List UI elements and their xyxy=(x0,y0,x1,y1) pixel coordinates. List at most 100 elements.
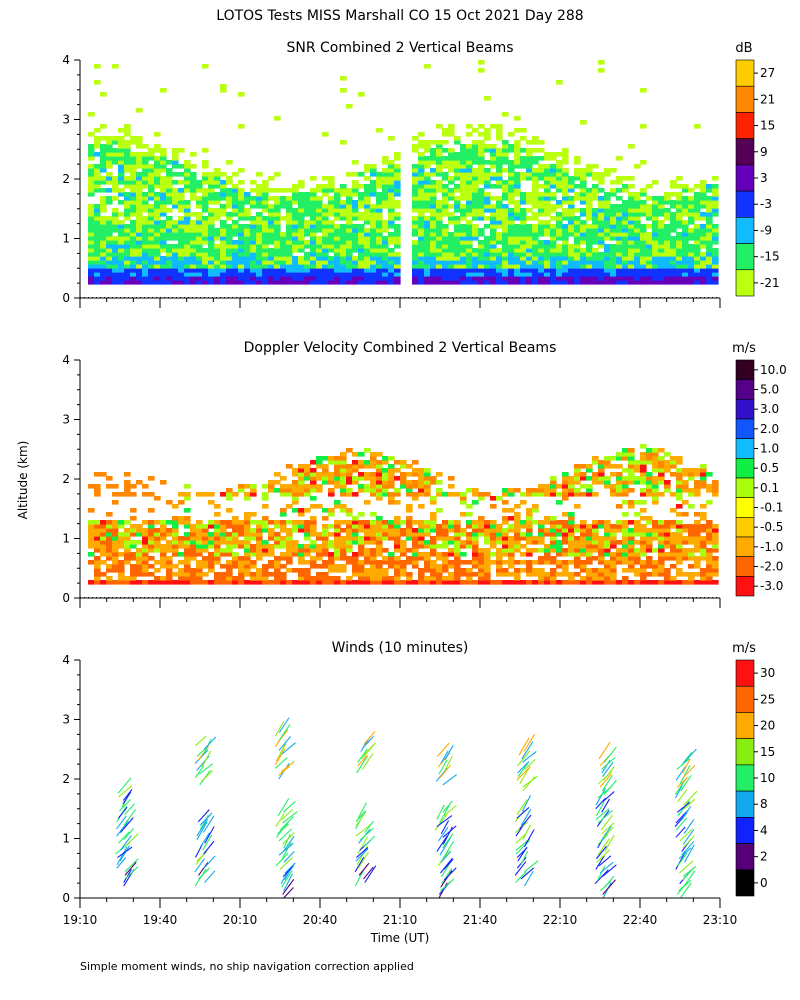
heatmap-cell xyxy=(664,236,671,241)
heatmap-cell xyxy=(352,492,359,497)
heatmap-cell xyxy=(466,272,473,277)
heatmap-cell xyxy=(478,132,485,137)
heatmap-cell xyxy=(136,280,143,285)
heatmap-cell xyxy=(592,164,599,169)
heatmap-cell xyxy=(676,272,683,277)
heatmap-cell xyxy=(514,232,521,237)
heatmap-cell xyxy=(172,156,179,161)
heatmap-cell xyxy=(232,556,239,561)
heatmap-cell xyxy=(400,568,407,573)
heatmap-cell xyxy=(508,268,515,273)
heatmap-cell xyxy=(346,488,353,493)
heatmap-cell xyxy=(310,564,317,569)
heatmap-cell xyxy=(604,204,611,209)
heatmap-cell xyxy=(340,264,347,269)
heatmap-cell xyxy=(322,132,329,137)
heatmap-cell xyxy=(274,532,281,537)
heatmap-cell xyxy=(454,176,461,181)
heatmap-cell xyxy=(106,564,113,569)
heatmap-cell xyxy=(406,524,413,529)
heatmap-cell xyxy=(418,168,425,173)
heatmap-cell xyxy=(292,496,299,501)
heatmap-cell xyxy=(166,172,173,177)
heatmap-cell xyxy=(274,244,281,249)
heatmap-cell xyxy=(310,176,317,181)
heatmap-cell xyxy=(478,492,485,497)
heatmap-cell xyxy=(136,108,143,113)
heatmap-cell xyxy=(430,140,437,145)
heatmap-cell xyxy=(124,248,131,253)
heatmap-cell xyxy=(136,208,143,213)
heatmap-cell xyxy=(268,188,275,193)
heatmap-cell xyxy=(184,280,191,285)
heatmap-cell xyxy=(658,220,665,225)
heatmap-cell xyxy=(496,540,503,545)
heatmap-cell xyxy=(286,236,293,241)
heatmap-cell xyxy=(646,488,653,493)
heatmap-cell xyxy=(628,244,635,249)
heatmap-cell xyxy=(250,520,257,525)
heatmap-cell xyxy=(286,224,293,229)
heatmap-cell xyxy=(634,232,641,237)
heatmap-cell xyxy=(466,148,473,153)
colorbar-swatch xyxy=(735,359,755,380)
heatmap-cell xyxy=(550,164,557,169)
heatmap-cell xyxy=(232,532,239,537)
heatmap-cell xyxy=(376,232,383,237)
heatmap-cell xyxy=(652,468,659,473)
heatmap-cell xyxy=(394,176,401,181)
heatmap-cell xyxy=(184,164,191,169)
heatmap-cell xyxy=(100,188,107,193)
heatmap-cell xyxy=(304,200,311,205)
heatmap-cell xyxy=(304,272,311,277)
heatmap-cell xyxy=(646,224,653,229)
heatmap-cell xyxy=(196,240,203,245)
heatmap-cell xyxy=(544,528,551,533)
heatmap-cell xyxy=(628,232,635,237)
heatmap-cell xyxy=(130,224,137,229)
heatmap-cell xyxy=(598,464,605,469)
heatmap-cell xyxy=(316,556,323,561)
heatmap-cell xyxy=(424,200,431,205)
heatmap-cell xyxy=(250,256,257,261)
heatmap-cell xyxy=(706,484,713,489)
heatmap-cell xyxy=(382,480,389,485)
heatmap-cell xyxy=(634,560,641,565)
heatmap-cell xyxy=(634,236,641,241)
heatmap-cell xyxy=(448,212,455,217)
heatmap-cell xyxy=(388,268,395,273)
heatmap-cell xyxy=(376,492,383,497)
heatmap-cell xyxy=(574,280,581,285)
heatmap-cell xyxy=(184,168,191,173)
heatmap-cell xyxy=(532,156,539,161)
heatmap-cell xyxy=(430,204,437,209)
heatmap-cell xyxy=(190,240,197,245)
heatmap-cell xyxy=(94,556,101,561)
heatmap-cell xyxy=(658,448,665,453)
heatmap-cell xyxy=(160,520,167,525)
heatmap-cell xyxy=(244,224,251,229)
heatmap-cell xyxy=(526,580,533,585)
heatmap-cell xyxy=(160,208,167,213)
heatmap-cell xyxy=(676,204,683,209)
heatmap-cell xyxy=(598,240,605,245)
heatmap-cell xyxy=(250,260,257,265)
heatmap-cell xyxy=(460,184,467,189)
heatmap-cell xyxy=(304,528,311,533)
heatmap-cell xyxy=(484,168,491,173)
heatmap-cell xyxy=(346,528,353,533)
heatmap-cell xyxy=(532,492,539,497)
heatmap-cell xyxy=(118,264,125,269)
heatmap-cell xyxy=(112,556,119,561)
heatmap-cell xyxy=(520,544,527,549)
heatmap-cell xyxy=(112,540,119,545)
heatmap-cell xyxy=(184,540,191,545)
heatmap-cell xyxy=(118,164,125,169)
heatmap-cell xyxy=(112,184,119,189)
heatmap-cell xyxy=(472,140,479,145)
heatmap-cell xyxy=(580,180,587,185)
heatmap-cell xyxy=(184,240,191,245)
heatmap-cell xyxy=(364,256,371,261)
heatmap-cell xyxy=(616,452,623,457)
heatmap-cell xyxy=(118,272,125,277)
